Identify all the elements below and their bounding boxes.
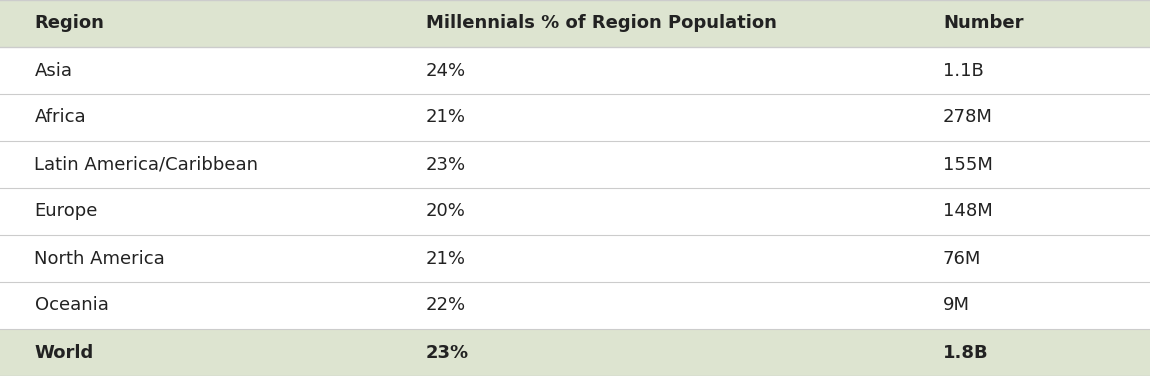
Text: North America: North America <box>34 250 166 267</box>
Text: 22%: 22% <box>426 297 466 314</box>
Text: Europe: Europe <box>34 203 98 220</box>
Text: 21%: 21% <box>426 250 466 267</box>
Text: 1.1B: 1.1B <box>943 62 983 79</box>
Bar <box>0 0 1150 47</box>
Text: 155M: 155M <box>943 156 992 173</box>
Text: 24%: 24% <box>426 62 466 79</box>
Text: 148M: 148M <box>943 203 992 220</box>
Text: Asia: Asia <box>34 62 72 79</box>
Text: Number: Number <box>943 15 1024 32</box>
Text: 23%: 23% <box>426 344 469 361</box>
Text: 76M: 76M <box>943 250 981 267</box>
Text: 23%: 23% <box>426 156 466 173</box>
Text: Africa: Africa <box>34 109 86 126</box>
Text: 21%: 21% <box>426 109 466 126</box>
Text: 20%: 20% <box>426 203 466 220</box>
Text: Region: Region <box>34 15 105 32</box>
Text: World: World <box>34 344 94 361</box>
Text: 9M: 9M <box>943 297 969 314</box>
Text: Millennials % of Region Population: Millennials % of Region Population <box>426 15 776 32</box>
Text: 1.8B: 1.8B <box>943 344 989 361</box>
Text: 278M: 278M <box>943 109 992 126</box>
Bar <box>0 329 1150 376</box>
Text: Latin America/Caribbean: Latin America/Caribbean <box>34 156 259 173</box>
Text: Oceania: Oceania <box>34 297 108 314</box>
